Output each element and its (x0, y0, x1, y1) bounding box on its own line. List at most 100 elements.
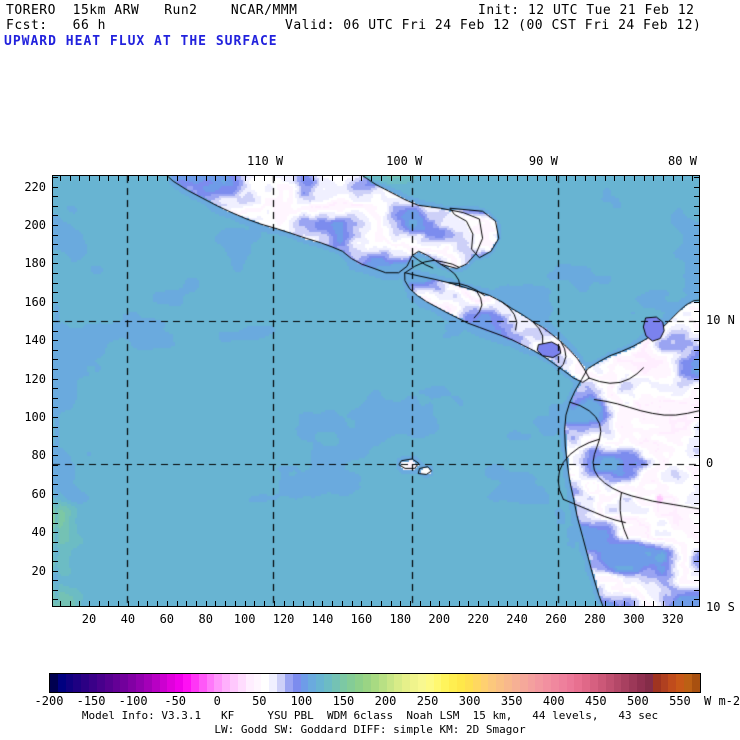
x-tick (644, 175, 645, 181)
x-tick (420, 175, 421, 181)
x-tick (410, 601, 411, 607)
colorbar-swatch-58 (504, 674, 512, 692)
x-axis-label-240: 240 (506, 612, 528, 626)
y-tick (694, 427, 700, 428)
x-tick (400, 175, 401, 181)
x-axis-label-220: 220 (467, 612, 489, 626)
y-tick (694, 407, 700, 408)
x-tick (225, 601, 226, 607)
y-axis-label-80: 80 (31, 448, 46, 463)
y-axis-label-140: 140 (24, 333, 46, 348)
map-plot-area (52, 175, 700, 607)
x-tick (293, 175, 294, 181)
colorbar-swatch-13 (151, 674, 160, 692)
y-tick (52, 350, 58, 351)
colorbar-swatch-36 (331, 674, 340, 692)
y-tick (694, 398, 700, 399)
x-tick (537, 601, 538, 607)
x-axis-label-120: 120 (272, 612, 295, 626)
x-tick (206, 601, 207, 607)
colorbar-swatch-29 (277, 674, 285, 692)
colorbar-swatch-47 (417, 674, 426, 692)
colorbar-swatch-53 (464, 674, 473, 692)
y-tick (52, 206, 58, 207)
x-tick (556, 175, 557, 181)
x-axis-label-180: 180 (389, 612, 412, 626)
y-tick (694, 475, 700, 476)
y-tick (694, 340, 700, 341)
colorbar-swatch-9 (120, 674, 129, 692)
x-tick (177, 601, 178, 607)
x-tick (391, 601, 392, 607)
x-tick (595, 601, 596, 607)
y-tick (694, 177, 700, 178)
y-tick (52, 244, 58, 245)
colorbar-swatch-72 (613, 674, 622, 692)
colorbar-swatch-24 (237, 674, 246, 692)
y-tick (52, 571, 58, 572)
x-tick (303, 601, 304, 607)
colorbar-swatch-22 (222, 674, 231, 692)
y-tick (694, 571, 700, 572)
colorbar-swatch-31 (292, 674, 301, 692)
y-axis-label-20: 20 (31, 563, 46, 578)
y-tick (694, 273, 700, 274)
colorbar-swatch-4 (81, 674, 90, 692)
y-tick (52, 503, 58, 504)
x-tick (89, 175, 90, 181)
x-axis-label-40: 40 (120, 612, 136, 626)
x-tick (614, 175, 615, 181)
model-info-line-1: Model Info: V3.3.1 KF YSU PBL WDM 6class… (81, 709, 659, 722)
y-tick (52, 427, 58, 428)
x-tick (478, 175, 479, 181)
x-tick (468, 175, 469, 181)
x-tick (605, 175, 606, 181)
x-tick (507, 175, 508, 181)
x-tick (527, 175, 528, 181)
x-tick (546, 175, 547, 181)
colorbar-swatch-55 (480, 674, 489, 692)
x-tick (89, 601, 90, 607)
x-tick (167, 601, 168, 607)
y-tick (52, 273, 58, 274)
colorbar-swatch-82 (691, 674, 700, 692)
x-tick (575, 175, 576, 181)
x-tick (381, 175, 382, 181)
x-tick (400, 601, 401, 607)
colorbar-swatch-52 (457, 674, 465, 692)
y-tick (694, 561, 700, 562)
colorbar-swatch-63 (543, 674, 551, 692)
colorbar-swatch-77 (652, 674, 661, 692)
x-tick (459, 601, 460, 607)
x-tick (614, 601, 615, 607)
y-tick (694, 321, 700, 322)
y-tick (52, 215, 58, 216)
y-tick (694, 379, 700, 380)
y-tick (52, 484, 58, 485)
y-tick (694, 235, 700, 236)
y-tick (694, 206, 700, 207)
y-tick (52, 187, 58, 188)
y-axis-label-100: 100 (24, 409, 46, 424)
x-tick (254, 601, 255, 607)
y-tick (52, 379, 58, 380)
x-tick (245, 175, 246, 181)
colorbar-swatch-39 (355, 674, 364, 692)
x-tick (692, 601, 693, 607)
y-axis-label-160: 160 (24, 294, 46, 309)
x-tick (332, 175, 333, 181)
x-tick (70, 601, 71, 607)
colorbar-swatch-59 (511, 674, 520, 692)
x-tick (60, 175, 61, 181)
y-axis-label-220: 220 (24, 179, 46, 194)
x-tick (381, 601, 382, 607)
x-tick (79, 175, 80, 181)
x-tick (634, 175, 635, 181)
x-tick (488, 175, 489, 181)
x-tick (284, 601, 285, 607)
colorbar-swatch-26 (253, 674, 262, 692)
colorbar-swatch-46 (410, 674, 418, 692)
x-tick (322, 601, 323, 607)
x-tick (108, 175, 109, 181)
colorbar-tick--200: -200 (34, 694, 64, 708)
